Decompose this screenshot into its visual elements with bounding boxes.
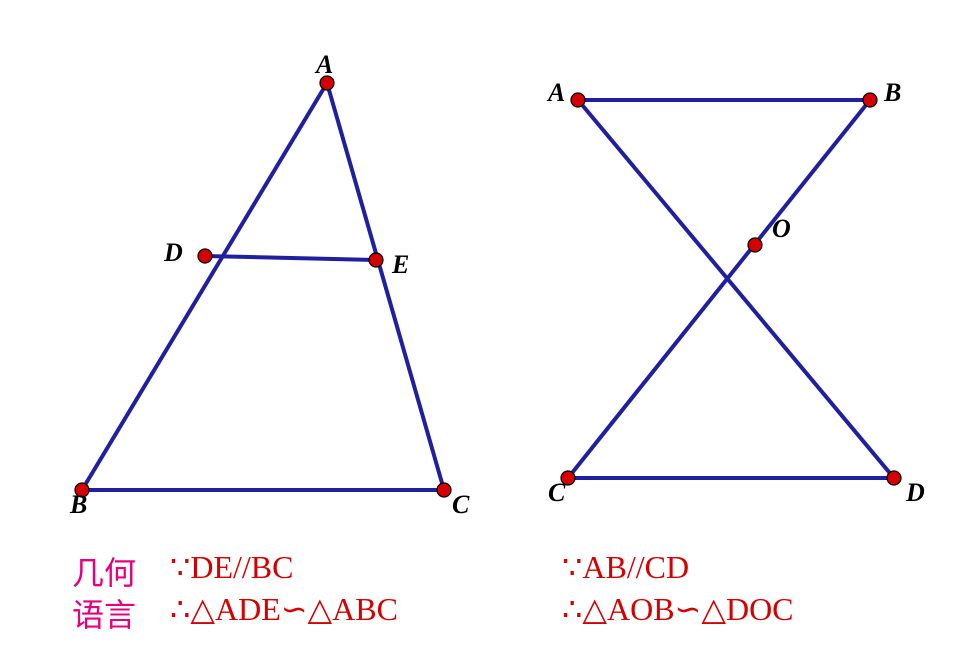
right_diagram-label-A: A xyxy=(548,78,565,108)
point-D xyxy=(198,249,212,263)
statement-left_header1: 几何 xyxy=(72,548,136,594)
left_diagram-label-E: E xyxy=(392,250,409,280)
edge-A-D xyxy=(578,100,894,478)
left_diagram-label-D: D xyxy=(164,238,183,268)
point-E xyxy=(369,253,383,267)
edge-D-E xyxy=(205,256,376,260)
right_diagram-label-D: D xyxy=(906,478,925,508)
right_diagram-label-C: C xyxy=(548,478,565,508)
point-C xyxy=(437,483,451,497)
statement-r2: ∴△AOB∽△DOC xyxy=(562,590,794,628)
right_diagram-label-B: B xyxy=(884,78,901,108)
point-B xyxy=(863,93,877,107)
point-O xyxy=(748,238,762,252)
right_diagram-label-O: O xyxy=(772,214,791,244)
statement-left_header2: 语言 xyxy=(72,590,136,636)
diagram-svg xyxy=(0,0,975,648)
left_diagram-label-B: B xyxy=(70,490,87,520)
statement-r1: ∵AB//CD xyxy=(562,548,689,586)
statement-l2: ∴△ADE∽△ABC xyxy=(170,590,398,628)
edge-A-B xyxy=(82,83,327,490)
statement-l1: ∵DE//BC xyxy=(170,548,293,586)
point-D xyxy=(887,471,901,485)
left_diagram-label-A: A xyxy=(316,50,333,80)
edge-B-C xyxy=(568,100,870,478)
edge-A-C xyxy=(327,83,444,490)
left_diagram-label-C: C xyxy=(452,490,469,520)
point-A xyxy=(571,93,585,107)
